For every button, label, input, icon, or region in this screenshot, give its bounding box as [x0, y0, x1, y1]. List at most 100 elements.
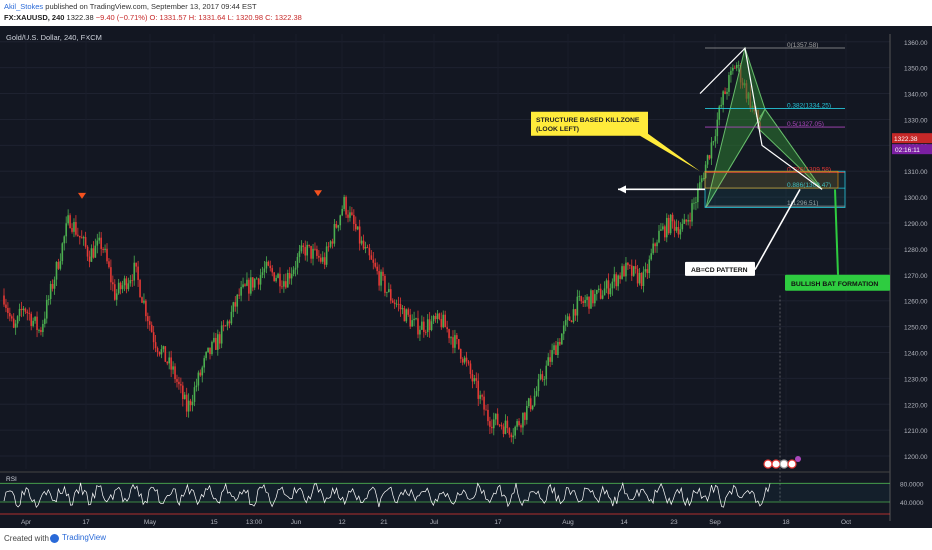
- x-tick-label: 13:00: [246, 519, 263, 526]
- rsi-tick-label: 80.0000: [900, 481, 924, 488]
- candle-body: [113, 284, 116, 300]
- candle-body: [730, 70, 732, 76]
- candle-body: [189, 400, 192, 406]
- candle-body: [38, 329, 40, 331]
- candle-body: [716, 119, 719, 137]
- candle-body: [75, 222, 77, 235]
- candle-body: [333, 224, 336, 244]
- candle-body: [57, 261, 60, 269]
- candle-body: [609, 288, 612, 295]
- candle-body: [644, 269, 647, 272]
- candle-body: [545, 365, 548, 380]
- x-tick-label: Jun: [291, 519, 302, 526]
- candle-body: [506, 420, 509, 429]
- y-tick-label: 1220.00: [904, 402, 928, 409]
- candle-body: [314, 248, 316, 250]
- last-price-badge-text: 1322.38: [894, 136, 918, 143]
- candle-body: [98, 237, 101, 241]
- tradingview-icon: [50, 534, 59, 543]
- open-value: O: 1331.57: [149, 13, 187, 22]
- candle-body: [339, 215, 342, 226]
- candle-body: [584, 299, 586, 303]
- candle-body: [561, 333, 563, 345]
- candle-body: [535, 391, 538, 396]
- candle-body: [450, 337, 452, 339]
- y-tick-label: 1210.00: [904, 428, 928, 435]
- candle-body: [582, 301, 584, 303]
- candle-body: [568, 316, 571, 321]
- candle-body: [255, 278, 258, 280]
- candle-body: [611, 281, 614, 289]
- candle-body: [306, 244, 308, 256]
- chart-area[interactable]: Gold/U.S. Dollar, 240, FXCM 1360.00 1350.0…: [0, 26, 932, 528]
- candle-body: [368, 247, 371, 256]
- quote-line: FX:XAUUSD, 240 1322.38 −9.40 (−0.71%) O:…: [4, 13, 302, 22]
- candle-body: [403, 308, 406, 322]
- candle-body: [522, 412, 524, 428]
- candle-body: [562, 325, 565, 334]
- candle-body: [514, 426, 516, 436]
- candle-body: [102, 248, 104, 250]
- candle-body: [712, 141, 715, 143]
- candle-body: [112, 282, 114, 285]
- y-tick-label: 1240.00: [904, 350, 928, 357]
- candle-body: [353, 214, 355, 224]
- candle-body: [409, 314, 412, 327]
- candle-body: [621, 266, 623, 279]
- peak-marker-icon: [314, 190, 322, 197]
- tradingview-link[interactable]: TradingView: [62, 533, 107, 542]
- killzone-label-line1: STRUCTURE BASED KILLZONE: [536, 117, 640, 124]
- candle-body: [358, 226, 361, 244]
- candle-body: [302, 245, 305, 248]
- candle-body: [388, 289, 390, 293]
- candle-body: [665, 217, 668, 238]
- candle-body: [446, 327, 448, 330]
- candle-body: [458, 339, 460, 349]
- candle-body: [510, 434, 513, 438]
- price-chart[interactable]: Gold/U.S. Dollar, 240, FXCM 1360.00 1350.0…: [0, 26, 932, 528]
- candle-body: [65, 223, 67, 237]
- candle-body: [275, 277, 277, 282]
- candle-body: [345, 196, 347, 215]
- candle-body: [257, 278, 260, 285]
- candle-body: [619, 275, 621, 279]
- candle-body: [298, 251, 301, 257]
- candle-body: [632, 266, 635, 276]
- candle-body: [527, 398, 530, 407]
- author-link[interactable]: Akil_Stokes: [4, 2, 44, 11]
- candle-body: [642, 271, 645, 286]
- candle-body: [386, 292, 388, 293]
- candle-body: [613, 274, 616, 282]
- fib-label: 1(1296.51): [787, 200, 818, 207]
- x-tick-label: Sep: [709, 519, 721, 526]
- candle-body: [250, 277, 252, 294]
- candle-body: [127, 283, 130, 290]
- candle-body: [329, 241, 332, 247]
- publish-line: Akil_Stokes published on TradingView.com…: [4, 2, 257, 11]
- candle-body: [491, 426, 493, 429]
- candle-body: [366, 247, 369, 248]
- x-tick-label: 23: [670, 519, 678, 526]
- candle-body: [158, 351, 161, 355]
- candle-body: [267, 261, 270, 266]
- candle-body: [424, 331, 427, 333]
- candle-body: [430, 321, 433, 331]
- candle-body: [578, 296, 581, 298]
- candle-body: [154, 342, 157, 349]
- candle-body: [310, 245, 312, 259]
- candle-body: [211, 341, 213, 355]
- candle-body: [94, 245, 97, 258]
- candle-body: [53, 279, 56, 289]
- candle-body: [401, 308, 404, 310]
- close-value: C: 1322.38: [265, 13, 302, 22]
- candle-body: [479, 395, 481, 399]
- candle-body: [283, 281, 285, 287]
- bat-label: BULLISH BAT FORMATION: [791, 281, 878, 288]
- economic-event-icon: [795, 456, 801, 462]
- candle-body: [24, 308, 27, 312]
- fib-label: 0(1357.58): [787, 42, 818, 49]
- candle-body: [273, 272, 275, 282]
- candle-body: [518, 421, 520, 426]
- low-value: L: 1320.98: [227, 13, 264, 22]
- candle-body: [500, 424, 503, 427]
